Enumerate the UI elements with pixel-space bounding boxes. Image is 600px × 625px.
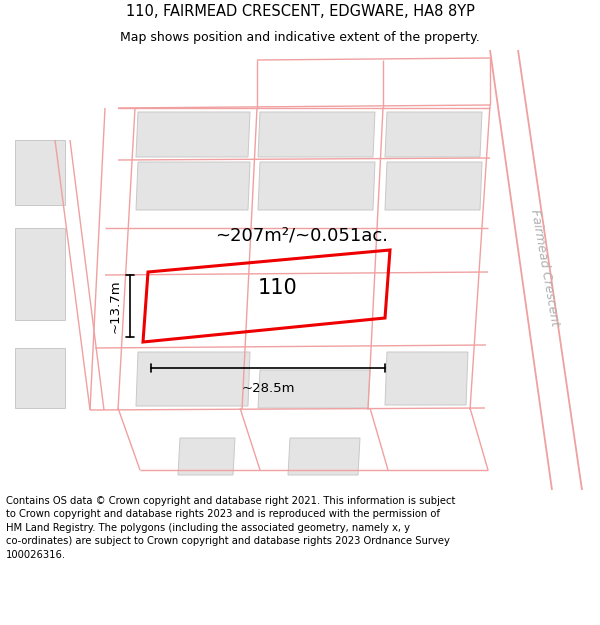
Polygon shape bbox=[288, 438, 360, 475]
Polygon shape bbox=[15, 348, 65, 408]
Text: 110: 110 bbox=[258, 278, 298, 298]
Polygon shape bbox=[258, 370, 370, 408]
Text: ~13.7m: ~13.7m bbox=[109, 279, 122, 332]
Text: 110, FAIRMEAD CRESCENT, EDGWARE, HA8 8YP: 110, FAIRMEAD CRESCENT, EDGWARE, HA8 8YP bbox=[125, 4, 475, 19]
Polygon shape bbox=[178, 438, 235, 475]
Polygon shape bbox=[15, 228, 65, 320]
Polygon shape bbox=[385, 112, 482, 157]
Polygon shape bbox=[136, 162, 250, 210]
Text: ~207m²/~0.051ac.: ~207m²/~0.051ac. bbox=[215, 226, 388, 244]
Text: Map shows position and indicative extent of the property.: Map shows position and indicative extent… bbox=[120, 31, 480, 44]
Polygon shape bbox=[136, 352, 250, 406]
Polygon shape bbox=[15, 140, 65, 205]
Text: Fairmead Crescent: Fairmead Crescent bbox=[529, 209, 562, 328]
Polygon shape bbox=[385, 162, 482, 210]
Polygon shape bbox=[385, 352, 468, 405]
Text: Contains OS data © Crown copyright and database right 2021. This information is : Contains OS data © Crown copyright and d… bbox=[6, 496, 455, 560]
Polygon shape bbox=[258, 112, 375, 157]
Polygon shape bbox=[136, 112, 250, 157]
Polygon shape bbox=[258, 162, 375, 210]
Text: ~28.5m: ~28.5m bbox=[241, 382, 295, 395]
